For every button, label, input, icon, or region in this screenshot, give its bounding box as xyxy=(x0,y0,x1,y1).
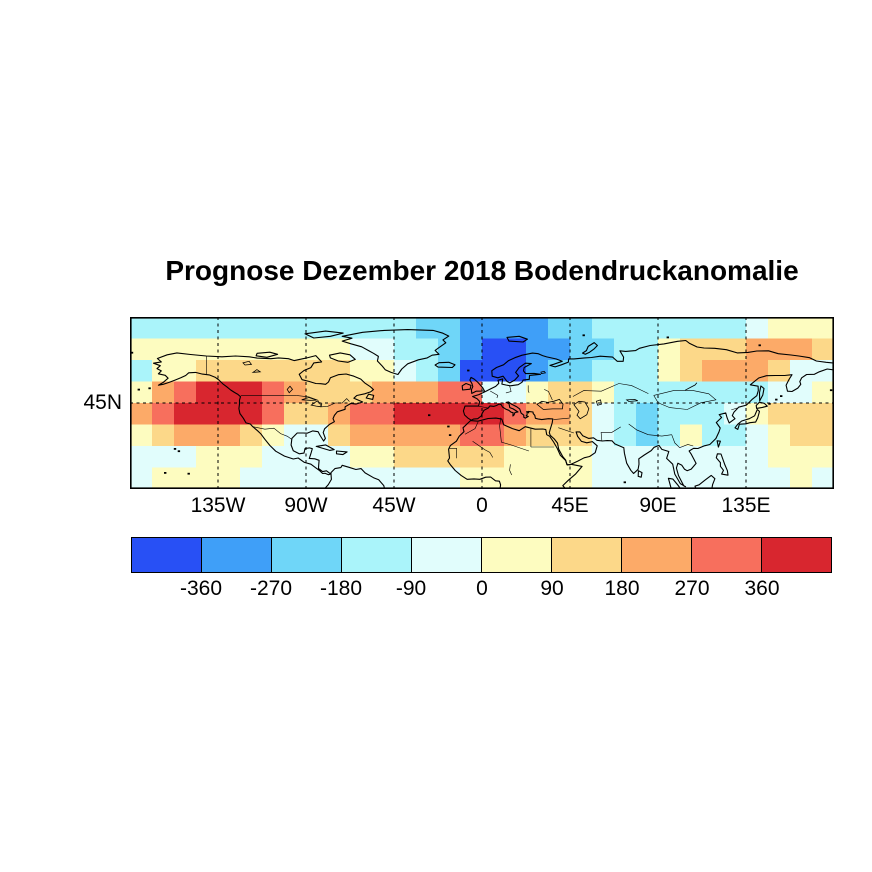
south-america xyxy=(324,464,386,489)
greenland xyxy=(341,329,450,376)
taiwan xyxy=(716,440,721,448)
victoria-island xyxy=(255,351,279,358)
colorbar-cell xyxy=(622,538,692,572)
colorbar-tick-neg270: -270 xyxy=(249,577,293,600)
africa xyxy=(447,417,583,489)
colorbar-cell xyxy=(272,538,342,572)
black-sea xyxy=(536,398,564,410)
cuba xyxy=(315,444,335,451)
colorbar-cell xyxy=(482,538,552,572)
colorbar-tick-0: 0 xyxy=(476,577,488,600)
chart-title: Prognose Dezember 2018 Bodendruckanomali… xyxy=(165,255,799,286)
great-britain xyxy=(469,376,486,394)
philippines xyxy=(715,453,729,476)
colorbar-tick-90: 90 xyxy=(540,577,564,600)
colorbar-cell xyxy=(132,538,202,572)
x-tick-0: 0 xyxy=(476,494,488,517)
colorbar-cell xyxy=(552,538,622,572)
colorbar-tick-neg90: -90 xyxy=(395,577,427,600)
map-canvas xyxy=(130,317,834,489)
great-slave-lake xyxy=(251,369,262,373)
hokkaido xyxy=(755,401,768,409)
sri-lanka xyxy=(637,470,643,478)
colorbar-tick-270: 270 xyxy=(674,577,710,600)
sumatra xyxy=(667,477,682,489)
colorbar-cell xyxy=(692,538,762,572)
map-plot xyxy=(130,317,834,489)
x-tick-90e: 90E xyxy=(639,494,677,517)
colorbar-tick-360: 360 xyxy=(744,577,780,600)
newfoundland xyxy=(365,393,375,400)
colorbar-tick-neg360: -360 xyxy=(179,577,223,600)
colorbar-tick-neg180: -180 xyxy=(319,577,363,600)
x-tick-135w: 135W xyxy=(190,494,246,517)
colorbar xyxy=(131,537,832,573)
hispaniola xyxy=(335,450,348,456)
colorbar-cell xyxy=(342,538,412,572)
lake-balkhash xyxy=(625,398,638,402)
lake-baikal xyxy=(685,382,698,391)
lake-huron-michigan xyxy=(310,400,323,408)
novaya-zemlya xyxy=(581,342,598,355)
colorbar-cell xyxy=(202,538,272,572)
iceland xyxy=(434,361,456,369)
svalbard xyxy=(506,335,528,343)
north-america xyxy=(152,352,375,476)
sakhalin xyxy=(758,385,765,402)
lake-winnipeg xyxy=(286,385,294,394)
lake-ladoga xyxy=(540,370,547,375)
honshu xyxy=(734,408,761,430)
x-tick-135e: 135E xyxy=(721,494,771,517)
aral-sea xyxy=(595,399,602,406)
lake-superior xyxy=(301,397,317,401)
caspian-sea xyxy=(573,400,590,420)
x-tick-45e: 45E xyxy=(551,494,589,517)
colorbar-tick-180: 180 xyxy=(604,577,640,600)
x-tick-45w: 45W xyxy=(372,494,416,517)
colorbar-cell xyxy=(412,538,482,572)
colorbar-cell xyxy=(762,538,831,572)
x-tick-90w: 90W xyxy=(284,494,328,517)
ireland xyxy=(461,382,472,391)
y-axis-label-45n: 45N xyxy=(83,391,122,414)
baffin-island xyxy=(328,352,356,363)
great-bear-lake xyxy=(242,360,253,366)
ellesmere-island xyxy=(304,330,344,339)
eurasia xyxy=(462,339,834,488)
